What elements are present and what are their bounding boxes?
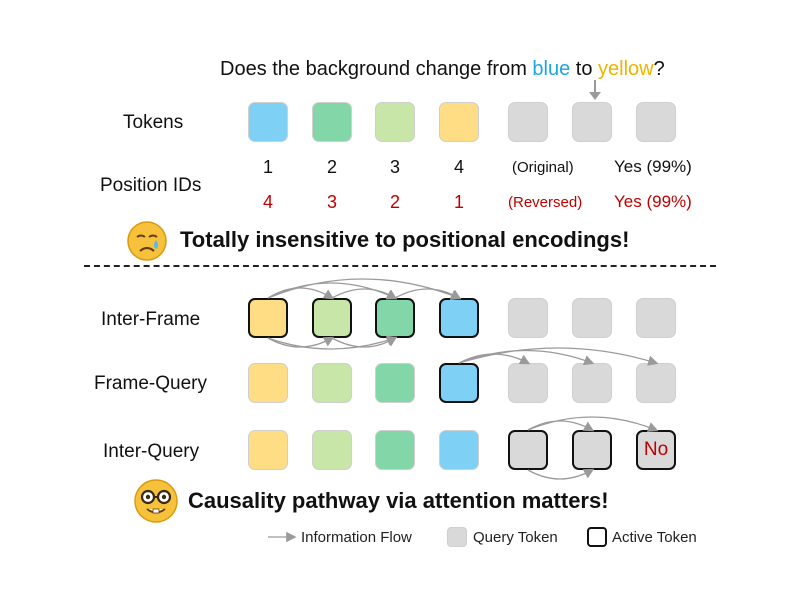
- position-ids-label: Position IDs: [100, 175, 202, 196]
- question-suffix: ?: [653, 58, 665, 80]
- position-id-reversed: 3: [326, 192, 337, 212]
- token-blue: [248, 102, 288, 142]
- top-conclusion: Totally insensitive to positional encodi…: [180, 227, 630, 252]
- row-label-inter-frame: Inter-Frame: [101, 309, 201, 330]
- reversed-answer: Yes (99%): [614, 192, 692, 211]
- query-token: [508, 363, 548, 403]
- token-light-green: [312, 430, 352, 470]
- query-token: [572, 363, 612, 403]
- arrow-icon: [589, 80, 601, 100]
- query-token: [572, 102, 612, 142]
- token-green: [312, 102, 352, 142]
- token-green: [375, 363, 415, 403]
- query-token: [636, 363, 676, 403]
- bottom-conclusion: Causality pathway via attention matters!: [188, 488, 609, 513]
- position-id-reversed: 4: [262, 192, 273, 212]
- original-tag: (Original): [512, 159, 574, 176]
- position-id-original: 3: [389, 157, 400, 177]
- legend-query-label: Query Token: [473, 529, 558, 546]
- token-yellow: [248, 363, 288, 403]
- row-label-inter-query: Inter-Query: [103, 441, 200, 462]
- active-token: No: [636, 430, 676, 470]
- legend-active-swatch: [587, 527, 607, 547]
- token-yellow: [248, 430, 288, 470]
- crying-face-icon: [127, 221, 167, 261]
- row-label-frame-query: Frame-Query: [94, 373, 207, 394]
- question-word-blue: blue: [532, 58, 571, 80]
- answer-no: No: [643, 439, 669, 460]
- original-answer: Yes (99%): [614, 157, 692, 176]
- question-prefix: Does the background change from: [220, 58, 533, 80]
- nerd-face-icon: [134, 479, 178, 523]
- token-yellow: [439, 102, 479, 142]
- position-id-original: 4: [453, 157, 464, 177]
- query-token: [508, 102, 548, 142]
- position-id-reversed: 2: [389, 192, 400, 212]
- position-id-reversed: 1: [453, 192, 464, 212]
- active-token: [508, 430, 548, 470]
- active-token: [572, 430, 612, 470]
- question: Does the background change from blue to …: [220, 58, 665, 81]
- question-middle: to: [570, 58, 599, 80]
- query-token: [636, 102, 676, 142]
- token-green: [375, 430, 415, 470]
- reversed-tag: (Reversed): [508, 194, 583, 211]
- token-blue: [439, 430, 479, 470]
- query-token: [508, 298, 548, 338]
- position-id-original: 2: [326, 157, 337, 177]
- active-token: [312, 298, 352, 338]
- question-word-yellow: yellow: [598, 58, 654, 80]
- legend-flow-label: Information Flow: [301, 529, 412, 546]
- active-token: [439, 298, 479, 338]
- token-light-green: [312, 363, 352, 403]
- legend-active-label: Active Token: [612, 529, 697, 546]
- active-token: [439, 363, 479, 403]
- query-token: [636, 298, 676, 338]
- tokens-label: Tokens: [123, 112, 184, 133]
- active-token: [248, 298, 288, 338]
- active-token: [375, 298, 415, 338]
- query-token: [572, 298, 612, 338]
- position-id-original: 1: [262, 157, 273, 177]
- token-light-green: [375, 102, 415, 142]
- divider: [84, 265, 716, 267]
- legend-query-swatch: [447, 527, 467, 547]
